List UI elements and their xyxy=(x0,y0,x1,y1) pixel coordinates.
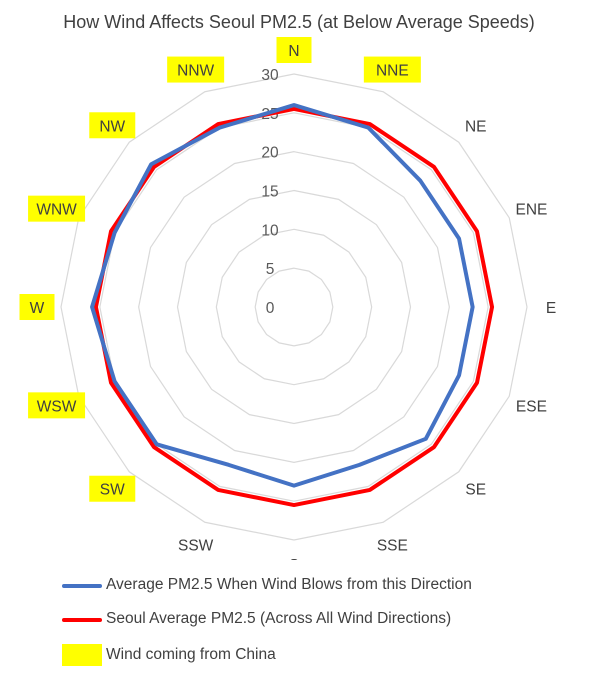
highlight-box-w xyxy=(19,294,55,320)
grid-ring-20 xyxy=(138,151,450,463)
tick-label-20: 20 xyxy=(261,145,279,162)
legend-label-series-2: Seoul Average PM2.5 (Across All Wind Dir… xyxy=(106,610,452,627)
category-label-se: SE xyxy=(465,482,486,499)
grid-ring-5 xyxy=(254,267,334,347)
category-label-ese: ESE xyxy=(516,398,547,415)
series-line-direction-avg xyxy=(90,103,475,488)
highlight-box-sw xyxy=(89,475,136,502)
legend-label-highlight: Wind coming from China xyxy=(106,646,276,663)
legend-swatch-yellow xyxy=(62,644,102,666)
legend-line-blue xyxy=(62,584,102,588)
tick-label-5: 5 xyxy=(266,261,275,278)
tick-label-30: 30 xyxy=(261,67,279,84)
category-label-ssw: SSW xyxy=(178,537,214,554)
category-label-nne: NNE xyxy=(376,63,409,80)
category-label-nnw: NNW xyxy=(177,63,214,80)
tick-label-0: 0 xyxy=(266,300,275,317)
highlight-box-wsw xyxy=(28,392,86,419)
category-label-ene: ENE xyxy=(515,202,547,219)
category-label-s: S xyxy=(289,557,299,560)
category-label-wsw: WSW xyxy=(37,398,77,415)
legend-label-series-1: Average PM2.5 When Wind Blows from this … xyxy=(106,576,472,593)
grid-ring-15 xyxy=(176,189,412,425)
category-label-nw: NW xyxy=(99,118,125,135)
highlight-box-n xyxy=(276,37,312,63)
highlight-box-nw xyxy=(89,112,136,139)
category-label-sse: SSE xyxy=(377,537,408,554)
category-label-sw: SW xyxy=(100,482,125,499)
category-label-wnw: WNW xyxy=(36,202,77,219)
tick-label-15: 15 xyxy=(261,184,278,201)
category-label-n: N xyxy=(288,43,299,60)
highlight-box-wnw xyxy=(28,195,86,222)
legend-line-red xyxy=(62,618,102,622)
category-label-ne: NE xyxy=(465,118,487,135)
tick-label-10: 10 xyxy=(261,222,279,239)
grid-ring-30 xyxy=(60,73,528,541)
chart-title: How Wind Affects Seoul PM2.5 (at Below A… xyxy=(63,12,535,32)
radar-chart: 051015202530NNNENEENEEESESESSESSSWSWWSWW… xyxy=(19,37,556,560)
highlight-box-nnw xyxy=(167,56,225,83)
category-label-w: W xyxy=(30,300,45,317)
highlight-box-nne xyxy=(363,56,421,83)
grid-ring-10 xyxy=(215,228,373,386)
category-label-e: E xyxy=(546,300,556,317)
grid-ring-25 xyxy=(99,112,489,502)
